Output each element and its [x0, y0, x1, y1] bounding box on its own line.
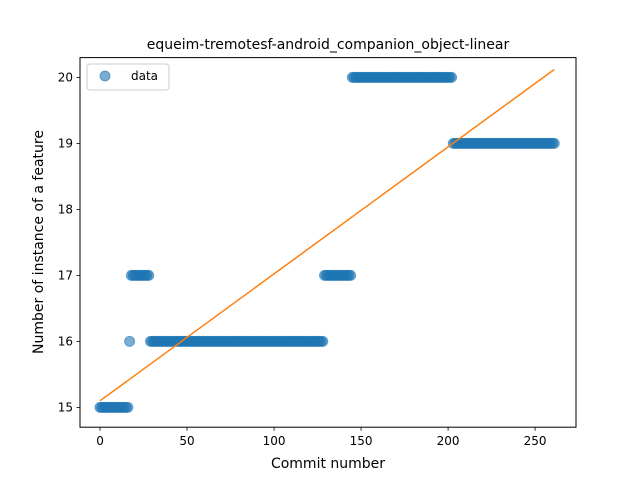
x-axis-ticks: 0 50 100 150 200 250 — [96, 427, 547, 448]
plot-frame — [79, 57, 577, 428]
data-point — [143, 269, 155, 281]
y-tick-label: 15 — [58, 400, 73, 414]
data-point — [317, 335, 329, 347]
y-tick-label: 18 — [58, 202, 73, 216]
x-tick-label: 0 — [96, 434, 104, 448]
y-tick-label: 19 — [58, 136, 73, 150]
data-point — [548, 137, 560, 149]
x-tick-label: 150 — [350, 434, 373, 448]
x-tick-label: 100 — [263, 434, 286, 448]
data-point — [124, 335, 136, 347]
data-point — [446, 71, 458, 83]
data-points — [94, 71, 560, 413]
legend: data — [86, 63, 170, 91]
y-tick-label: 17 — [58, 268, 73, 282]
chart-title: equeim-tremotesf-android_companion_objec… — [147, 37, 510, 53]
y-tick-label: 16 — [58, 334, 73, 348]
x-tick-label: 200 — [437, 434, 460, 448]
fit-line-layer — [99, 68, 555, 402]
x-axis-label: Commit number — [271, 456, 385, 472]
y-axis-ticks: 15 16 17 18 19 20 — [58, 70, 80, 414]
legend-marker — [99, 70, 111, 82]
x-tick-label: 250 — [524, 434, 547, 448]
y-tick-label: 20 — [58, 70, 73, 84]
y-axis-label: Number of instance of a feature — [31, 130, 47, 354]
data-point — [345, 269, 357, 281]
data-point — [122, 401, 134, 413]
legend-label: data — [131, 69, 158, 83]
x-tick-label: 50 — [179, 434, 194, 448]
fit-line — [99, 68, 555, 402]
legend-box — [86, 63, 170, 91]
